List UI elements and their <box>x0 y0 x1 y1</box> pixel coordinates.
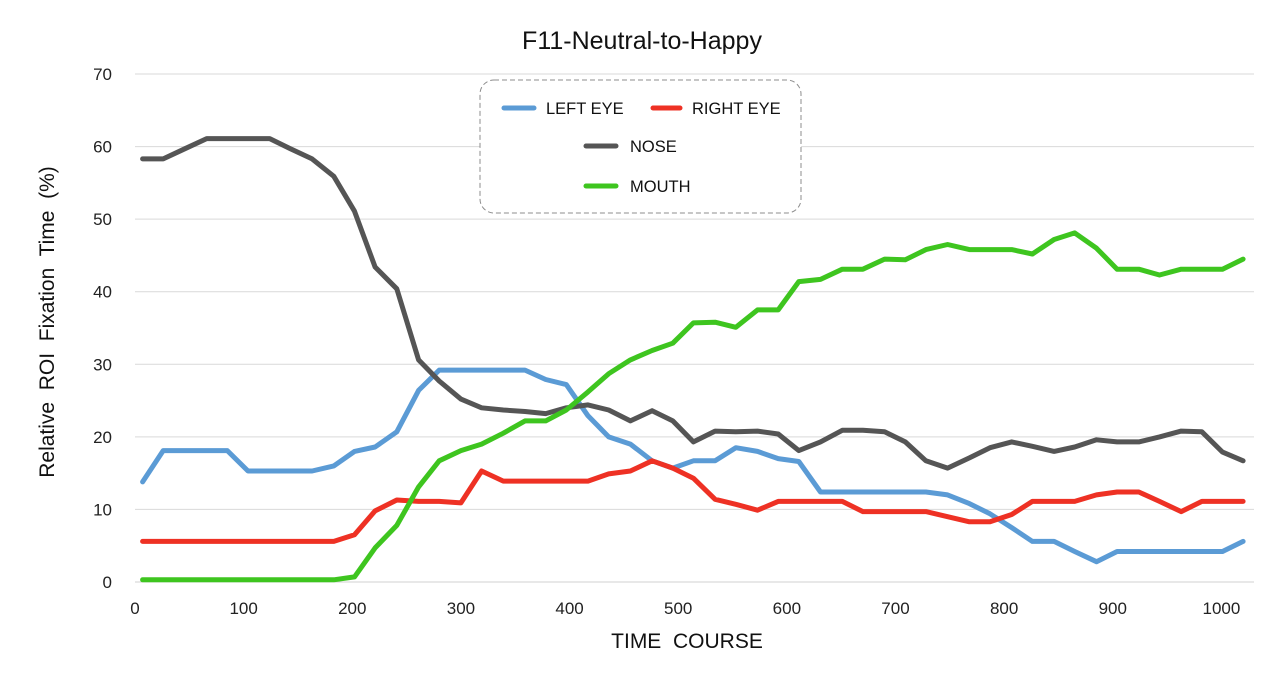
series-line-mouth <box>140 230 1246 583</box>
series-line-right-eye <box>140 458 1246 544</box>
x-tick-label: 400 <box>555 599 583 618</box>
x-tick-label: 700 <box>881 599 909 618</box>
x-tick-label: 900 <box>1099 599 1127 618</box>
chart-title: F11-Neutral-to-Happy <box>522 27 762 55</box>
x-axis-title: TIME COURSE <box>611 630 763 653</box>
x-tick-label: 800 <box>990 599 1018 618</box>
y-tick-label: 50 <box>93 210 112 229</box>
series-lines <box>140 136 1246 583</box>
y-tick-label: 70 <box>93 65 112 84</box>
legend-label-mouth: MOUTH <box>630 178 691 196</box>
legend: LEFT EYE RIGHT EYE NOSE MOUTH <box>479 79 802 214</box>
series-line-nose <box>140 136 1246 471</box>
x-axis-ticks: 0 100 200 300 400 500 600 700 800 900 1000 <box>130 599 1240 618</box>
x-tick-label: 100 <box>229 599 257 618</box>
legend-label-right-eye: RIGHT EYE <box>692 100 781 118</box>
y-tick-label: 20 <box>93 428 112 447</box>
x-tick-label: 300 <box>447 599 475 618</box>
x-tick-label: 600 <box>773 599 801 618</box>
x-tick-label: 500 <box>664 599 692 618</box>
y-tick-label: 60 <box>93 138 112 157</box>
series-line-left-eye <box>140 367 1246 565</box>
x-tick-label: 0 <box>130 599 139 618</box>
x-tick-label: 1000 <box>1202 599 1240 618</box>
legend-label-nose: NOSE <box>630 138 677 156</box>
x-tick-label: 200 <box>338 599 366 618</box>
y-axis-title: Relative ROI Fixation Time (%) <box>36 166 59 478</box>
y-tick-label: 30 <box>93 355 112 374</box>
y-axis-ticks: 0 10 20 30 40 50 60 70 <box>93 65 112 592</box>
legend-label-left-eye: LEFT EYE <box>546 100 624 118</box>
y-tick-label: 40 <box>93 283 112 302</box>
y-tick-label: 10 <box>93 500 112 519</box>
y-tick-label: 0 <box>103 573 112 592</box>
legend-box <box>479 79 802 214</box>
